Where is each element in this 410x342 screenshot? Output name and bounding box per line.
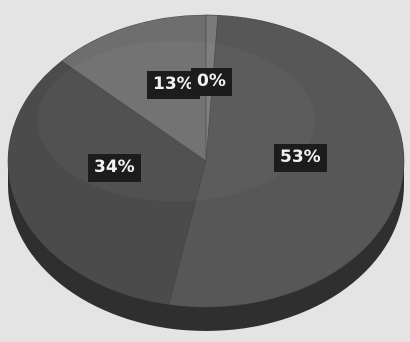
- data-label-13: 13%: [147, 71, 200, 99]
- data-label-0: 0%: [191, 68, 232, 96]
- pie-slice-34pct: [7, 60, 207, 305]
- data-label-34: 34%: [88, 154, 141, 182]
- pie-slice-13pct: [61, 14, 207, 162]
- pie-side: [8, 161, 404, 331]
- data-label-53: 53%: [274, 144, 327, 172]
- pie-sheen: [37, 41, 314, 202]
